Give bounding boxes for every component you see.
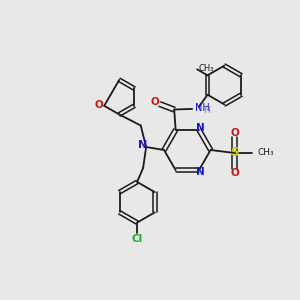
Text: CH₃: CH₃ (257, 148, 274, 158)
Text: Cl: Cl (131, 234, 143, 244)
Text: S: S (230, 146, 239, 160)
Text: N: N (196, 167, 205, 177)
Text: CH₃: CH₃ (199, 64, 214, 73)
Text: NH: NH (195, 103, 210, 113)
Text: O: O (230, 168, 239, 178)
Text: O: O (230, 128, 239, 138)
Text: N: N (138, 140, 147, 150)
Text: O: O (151, 97, 160, 107)
Text: N: N (196, 123, 205, 133)
Text: O: O (94, 100, 103, 110)
Text: H: H (203, 106, 210, 115)
